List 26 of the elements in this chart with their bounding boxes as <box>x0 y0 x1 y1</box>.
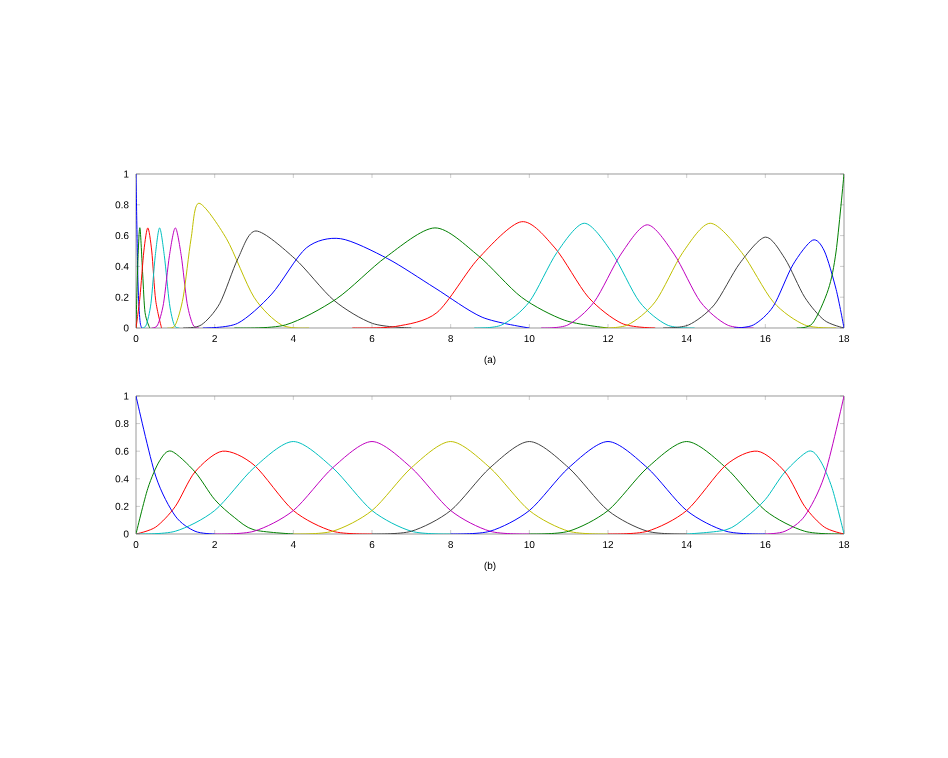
line-series <box>733 239 845 328</box>
line-series <box>182 230 412 328</box>
line-series <box>473 222 696 328</box>
line-series <box>662 236 845 328</box>
line-series <box>292 441 609 534</box>
line-series <box>136 227 163 328</box>
line-series <box>214 441 530 534</box>
line-series <box>166 202 310 328</box>
line-series <box>141 227 180 328</box>
line-series <box>136 441 452 534</box>
line-series <box>540 224 755 328</box>
line-series <box>599 222 837 328</box>
line-series <box>151 227 200 328</box>
line-series <box>796 173 845 328</box>
line-series <box>136 227 151 328</box>
line-series <box>450 441 766 534</box>
line-series <box>202 237 530 328</box>
line-series <box>136 396 216 534</box>
line-series <box>528 441 845 534</box>
line-series <box>136 450 294 534</box>
line-series <box>764 396 845 534</box>
line-series <box>136 450 373 534</box>
line-series <box>607 450 845 534</box>
line-series <box>371 441 688 534</box>
line-series <box>351 221 656 328</box>
line-series <box>686 450 845 534</box>
